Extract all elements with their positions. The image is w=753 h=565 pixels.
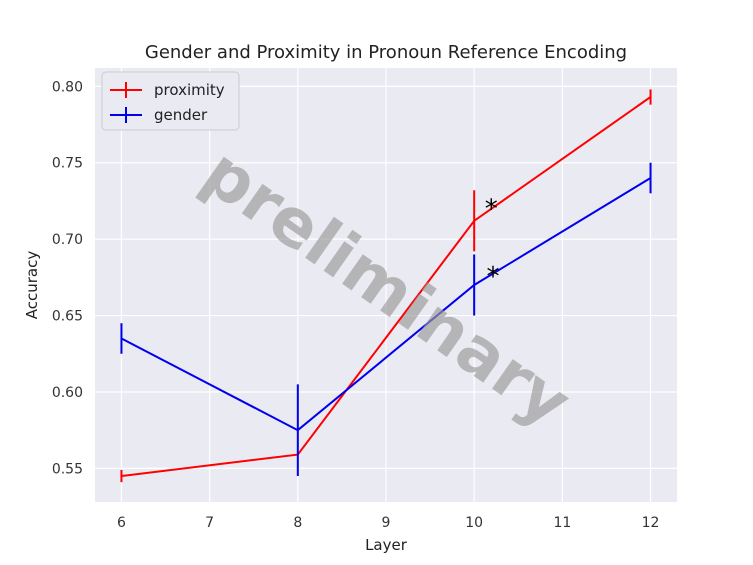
data-point-gender [649,177,652,179]
significance-marker: * [487,262,500,292]
y-tick-label: 0.65 [52,309,83,325]
y-tick-label: 0.80 [52,79,83,95]
chart-title: Gender and Proximity in Pronoun Referenc… [145,42,627,63]
x-tick-label: 7 [205,515,214,531]
x-tick-label: 11 [553,515,571,531]
y-tick-label: 0.70 [52,232,83,248]
series-lines: ** [120,89,652,483]
x-tick-label: 12 [642,515,660,531]
legend: proximity gender [101,71,240,131]
data-point-proximity [473,220,475,222]
tick-labels: 6 7 8 9 10 11 12 0.55 0.60 0.65 0.70 0.75 0.80 [52,79,660,531]
data-point-proximity [120,475,123,477]
legend-label-gender: gender [154,106,208,124]
x-tick-label: 10 [465,515,483,531]
y-tick-label: 0.55 [52,461,83,477]
x-tick-label: 9 [382,515,391,531]
legend-label-proximity: proximity [154,81,225,99]
y-axis-label: Accuracy [23,251,41,320]
series-line-gender [121,177,652,432]
significance-marker: * [485,195,498,225]
x-axis-label: Layer [365,536,408,554]
y-tick-label: 0.75 [52,156,83,172]
data-point-proximity [649,96,652,98]
data-point-gender [297,429,299,431]
y-tick-label: 0.60 [52,385,83,401]
data-point-gender [473,284,475,286]
x-tick-label: 6 [117,515,126,531]
data-point-gender [120,337,123,340]
series-line-proximity [121,96,652,477]
x-tick-label: 8 [293,515,302,531]
